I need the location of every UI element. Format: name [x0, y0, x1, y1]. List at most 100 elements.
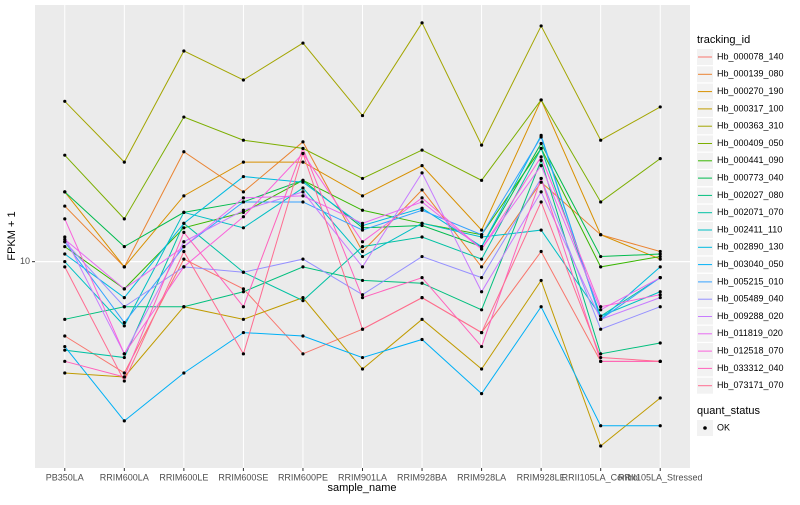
point — [182, 221, 186, 225]
point — [420, 188, 424, 192]
point — [182, 305, 186, 309]
point — [360, 265, 365, 269]
point — [122, 419, 126, 423]
point — [658, 105, 662, 109]
x-tick-label: RRIM600SE — [218, 472, 268, 482]
point — [241, 290, 246, 294]
point — [360, 194, 365, 198]
point — [182, 194, 186, 198]
point — [360, 278, 365, 283]
point — [241, 138, 246, 142]
point — [420, 171, 424, 175]
point — [63, 334, 67, 338]
point — [658, 424, 662, 428]
legend-label: Hb_005215_010 — [717, 276, 784, 286]
point — [301, 180, 305, 184]
point — [63, 260, 67, 264]
point — [599, 352, 603, 356]
legend-key — [703, 426, 707, 430]
point — [420, 164, 424, 168]
point — [63, 371, 67, 375]
point — [658, 293, 662, 297]
x-tick-label: RRIM600LA — [100, 472, 149, 482]
point — [301, 334, 305, 338]
legend-label: Hb_073171_070 — [717, 380, 784, 390]
point — [479, 308, 484, 312]
point — [63, 252, 67, 256]
point — [301, 160, 305, 164]
point — [122, 320, 126, 325]
legend-label: Hb_002027_080 — [717, 190, 784, 200]
legend-label: Hb_000270_190 — [717, 86, 784, 96]
point — [63, 204, 67, 208]
point — [241, 200, 246, 204]
point — [63, 217, 67, 221]
point — [420, 148, 424, 152]
point — [599, 317, 603, 321]
y-axis-title: FPKM + 1 — [6, 211, 18, 260]
point — [122, 296, 126, 300]
point — [122, 379, 126, 383]
point — [241, 208, 246, 212]
point — [301, 296, 305, 300]
point — [658, 396, 662, 400]
point — [539, 200, 543, 204]
point — [63, 245, 67, 249]
point — [539, 24, 543, 28]
point — [658, 290, 662, 294]
legend-label: Hb_002890_130 — [717, 242, 784, 252]
point — [658, 252, 662, 256]
point — [63, 99, 67, 103]
point — [182, 257, 186, 261]
point — [420, 21, 424, 25]
point — [122, 160, 126, 164]
point — [658, 359, 662, 363]
point — [182, 150, 186, 154]
point — [599, 359, 603, 363]
x-tick-label: RRIM928BA — [397, 472, 447, 482]
point — [360, 221, 365, 225]
legend-label: Hb_012518_070 — [717, 345, 784, 355]
point — [241, 226, 246, 230]
point — [420, 337, 424, 342]
point — [241, 270, 246, 274]
point — [479, 245, 484, 249]
point — [599, 265, 603, 269]
legend-label: Hb_003040_050 — [717, 259, 784, 269]
point — [420, 208, 424, 212]
point — [420, 223, 424, 228]
point — [599, 314, 603, 318]
point — [420, 276, 424, 280]
point — [360, 208, 365, 212]
point — [360, 176, 365, 181]
legend-label: Hb_033312_040 — [717, 363, 784, 373]
legend-label: Hb_005489_040 — [717, 294, 784, 304]
point — [539, 146, 543, 151]
point — [241, 78, 246, 82]
point — [539, 305, 543, 309]
point — [63, 190, 67, 194]
point — [420, 221, 424, 225]
point — [63, 348, 67, 352]
point — [360, 240, 365, 244]
point — [599, 327, 603, 331]
point — [479, 367, 484, 371]
point — [182, 249, 186, 254]
point — [539, 141, 543, 146]
x-tick-label: PB350LA — [46, 472, 84, 482]
point — [479, 265, 484, 269]
point — [360, 367, 365, 371]
x-tick-label: RRII105LA_Stressed — [618, 472, 703, 482]
point — [360, 249, 365, 254]
point — [122, 375, 126, 379]
point — [301, 151, 305, 156]
point — [63, 153, 67, 157]
point — [420, 235, 424, 239]
point — [182, 115, 186, 119]
point — [182, 265, 186, 269]
legend-label: Hb_000139_080 — [717, 69, 784, 79]
point — [241, 287, 246, 291]
point — [658, 276, 662, 280]
point — [241, 317, 246, 321]
